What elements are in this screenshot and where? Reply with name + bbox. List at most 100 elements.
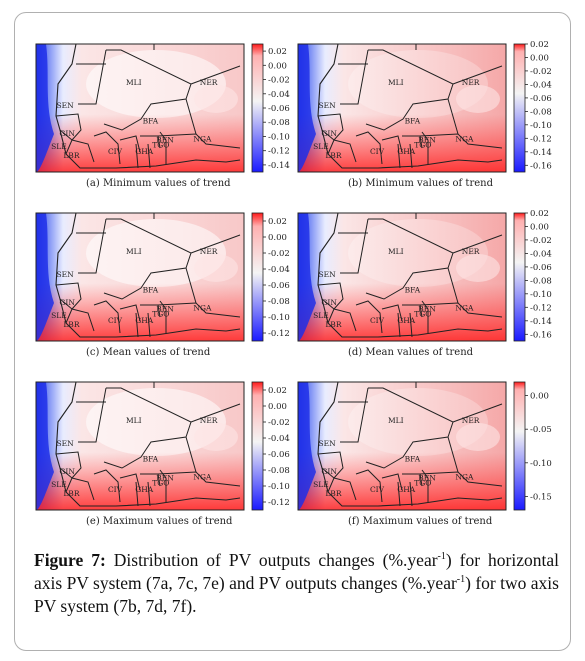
colorbar: 0.02 0.00 -0.02 -0.04 -0.06 -0.08 -0.10 -0.12 [251, 212, 290, 342]
country-label-nga: NGA [455, 303, 474, 312]
country-border [419, 133, 503, 149]
colorbar-tick-label: -0.08 [268, 118, 290, 128]
caption-text-2: ) for horizontal axis PV system (7a, 7c,… [34, 550, 559, 593]
country-border [340, 49, 369, 105]
colorbar: 0.00 -0.05 -0.10 -0.15 [513, 381, 552, 511]
country-label-mli: MLI [126, 247, 142, 256]
country-border [185, 98, 197, 135]
colorbar-tick-label: 0.02 [268, 47, 287, 57]
country-label-lbr: LBR [325, 489, 341, 498]
coastline [317, 43, 503, 169]
colorbar-tick-label: 0.00 [268, 402, 287, 412]
map-border [297, 212, 507, 342]
country-label-nga: NGA [193, 134, 212, 143]
country-border [78, 387, 107, 443]
country-border [421, 131, 429, 164]
country-label-ben: BEN [418, 305, 436, 314]
country-border [135, 143, 139, 169]
colorbar-tick-label: -0.14 [268, 161, 290, 171]
country-label-gin: GIN [321, 298, 337, 307]
country-border [119, 473, 141, 491]
colorbar-tick-label: -0.10 [268, 313, 290, 323]
country-border [419, 471, 503, 487]
country-border [421, 300, 429, 333]
country-label-bfa: BFA [143, 116, 159, 125]
country-border [71, 308, 95, 332]
colorbar-tick-label: -0.12 [268, 147, 290, 157]
country-label-sen: SEN [57, 439, 75, 448]
country-label-sen: SEN [319, 101, 337, 110]
colorbar-tick-label: -0.15 [530, 493, 552, 503]
country-label-ner: NER [200, 78, 218, 87]
colorbar-tick-label: -0.04 [268, 434, 290, 444]
map-border [35, 381, 245, 511]
country-border [409, 481, 413, 507]
country-border [135, 312, 139, 338]
country-label-tgo: TGO [414, 141, 431, 150]
colorbar-tick-label: -0.05 [530, 425, 552, 435]
country-label-mli: MLI [388, 416, 404, 425]
country-border [333, 308, 357, 332]
country-label-sen: SEN [319, 439, 337, 448]
panel-caption-a: (a) Minimum values of trend [86, 178, 231, 189]
country-border [317, 282, 344, 310]
figure-label: Figure 7: [34, 550, 106, 570]
country-label-sen: SEN [57, 270, 75, 279]
country-label-sen: SEN [57, 101, 75, 110]
colorbar-tick-label: -0.10 [530, 121, 552, 131]
colorbar-tick-label: -0.06 [530, 94, 552, 104]
country-border [185, 436, 197, 473]
country-border [190, 234, 241, 254]
colorbar-tick-label: -0.08 [268, 297, 290, 307]
country-border [447, 436, 459, 473]
panel-caption-c: (c) Mean values of trend [86, 347, 211, 358]
map-border [297, 43, 507, 173]
country-label-sle: SLE [51, 142, 67, 151]
country-border [147, 481, 151, 507]
country-border [103, 218, 192, 300]
country-label-bfa: BFA [405, 116, 421, 125]
colorbar-tick-label: -0.12 [268, 498, 290, 508]
country-label-gha: GHA [397, 147, 416, 156]
country-border [365, 218, 454, 300]
country-border [333, 477, 357, 501]
country-border [157, 471, 241, 487]
colorbar-tick-label: -0.12 [530, 303, 552, 313]
colorbar-tick-label: -0.14 [530, 317, 552, 327]
colorbar-tick-label: -0.14 [530, 148, 552, 158]
country-label-tgo: TGO [152, 141, 169, 150]
colorbar-tick-label: -0.04 [530, 249, 552, 259]
country-label-ner: NER [462, 78, 480, 87]
colorbar-tick-label: -0.02 [268, 418, 290, 428]
country-border [317, 451, 344, 479]
colorbar-tick-label: -0.02 [268, 249, 290, 259]
map-border [35, 43, 245, 173]
colorbar: 0.02 0.00 -0.02 -0.04 -0.06 -0.08 -0.10 -0.12 -0… [251, 43, 290, 173]
country-label-tgo: TGO [152, 479, 169, 488]
country-label-sle: SLE [51, 311, 67, 320]
colorbar-tick-label: -0.08 [530, 276, 552, 286]
country-border [317, 113, 344, 141]
country-border [103, 387, 192, 469]
colorbar-tick-label: 0.00 [268, 61, 287, 71]
country-border [381, 135, 403, 153]
country-border [159, 469, 167, 502]
panel-caption-d: (d) Mean values of trend [348, 347, 474, 358]
country-border [55, 451, 82, 479]
colorbar-tick-label: -0.06 [268, 104, 290, 114]
country-label-ner: NER [200, 247, 218, 256]
country-label-civ: CIV [108, 485, 123, 494]
country-label-nga: NGA [455, 472, 474, 481]
colorbar-tick-label: -0.04 [530, 80, 552, 90]
country-label-sle: SLE [51, 480, 67, 489]
colorbar-tick-label: -0.12 [530, 134, 552, 144]
country-border [119, 304, 141, 322]
country-border [119, 135, 141, 153]
coastline [55, 43, 241, 169]
